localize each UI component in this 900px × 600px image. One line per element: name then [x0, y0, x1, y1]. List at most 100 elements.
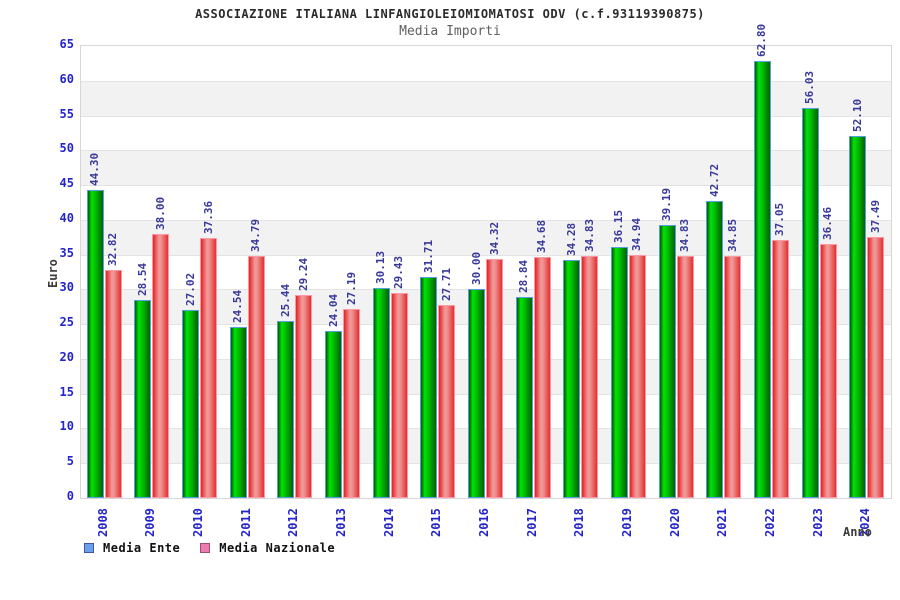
chart-title: ASSOCIAZIONE ITALIANA LINFANGIOLEIOMIOMA… — [195, 7, 705, 21]
y-tick-label: 15 — [59, 384, 74, 399]
bar-value-label-nazionale-2012: 29.24 — [296, 257, 310, 291]
y-tick-label: 30 — [59, 280, 74, 295]
bar-media-ente-2024 — [849, 135, 867, 498]
x-tick-label-2010: 2010 — [191, 508, 206, 537]
bar-value-label-nazionale-2008: 32.82 — [106, 232, 120, 266]
bar-media-ente-2016 — [468, 289, 485, 498]
x-tick-label-2008: 2008 — [95, 508, 110, 537]
bar-value-label-nazionale-2013: 27.19 — [344, 271, 358, 305]
y-tick-label: 10 — [59, 419, 74, 434]
y-tick-label: 35 — [59, 245, 74, 260]
y-tick-label: 55 — [59, 106, 74, 121]
bar-value-label-nazionale-2015: 27.71 — [439, 268, 453, 302]
grid-line — [81, 254, 891, 256]
chart-subtitle: Media Importi — [399, 24, 501, 39]
bar-value-label-nazionale-2023: 36.46 — [821, 207, 835, 241]
bar-media-nazionale-2018 — [581, 255, 599, 498]
bar-media-nazionale-2020 — [676, 255, 694, 498]
y-tick-label: 5 — [66, 454, 74, 469]
bar-value-label-ente-2023: 56.03 — [803, 71, 817, 105]
bar-value-label-ente-2011: 24.54 — [231, 290, 245, 324]
bar-media-ente-2013 — [325, 330, 343, 498]
bar-value-label-ente-2020: 39.19 — [660, 188, 674, 222]
y-axis-title: Euro — [46, 259, 60, 288]
bar-media-nazionale-2024 — [867, 237, 885, 498]
bar-value-label-ente-2022: 62.80 — [755, 24, 769, 58]
bar-value-label-ente-2019: 36.15 — [612, 209, 626, 243]
bar-media-ente-2019 — [610, 246, 628, 498]
x-tick-label-2017: 2017 — [524, 508, 539, 537]
bar-value-label-ente-2016: 30.00 — [469, 252, 483, 286]
bar-value-label-nazionale-2024: 37.49 — [868, 200, 882, 234]
bar-media-nazionale-2011 — [247, 256, 265, 498]
y-tick-label: 25 — [59, 315, 74, 330]
bar-value-label-ente-2021: 42.72 — [707, 163, 721, 197]
bar-value-label-nazionale-2019: 34.94 — [630, 217, 644, 252]
bar-media-nazionale-2008 — [104, 269, 122, 498]
bar-value-label-nazionale-2020: 34.83 — [678, 218, 692, 252]
bar-value-label-nazionale-2014: 29.43 — [392, 256, 406, 290]
bar-media-nazionale-2012 — [295, 294, 313, 498]
bar-media-nazionale-2023 — [819, 244, 837, 498]
grid-line — [81, 185, 891, 187]
legend-item-media-nazionale: Media Nazionale — [200, 541, 335, 555]
grid-line — [81, 115, 891, 117]
legend: Media Ente Media Nazionale — [84, 541, 355, 555]
bar-value-label-ente-2013: 24.04 — [326, 293, 340, 327]
x-tick-label-2022: 2022 — [762, 508, 777, 537]
plot-area: 44.30 32.82 28.54 38.00 27.02 37.36 24.54 34.79… — [80, 24, 892, 499]
x-tick-label-2011: 2011 — [238, 508, 253, 537]
y-tick-label: 60 — [59, 71, 74, 86]
grid-line — [81, 80, 891, 82]
legend-swatch-media-nazionale — [200, 543, 211, 553]
bar-media-ente-2023 — [801, 108, 819, 498]
bar-media-nazionale-2022 — [771, 240, 789, 498]
x-tick-label-2015: 2015 — [429, 508, 444, 537]
bar-media-ente-2011 — [229, 327, 247, 498]
bar-value-label-ente-2014: 30.13 — [374, 251, 388, 285]
bar-media-ente-2021 — [706, 200, 724, 498]
bar-media-nazionale-2015 — [438, 305, 456, 498]
y-tick-label: 20 — [59, 349, 74, 364]
bar-value-label-nazionale-2009: 38.00 — [153, 196, 167, 230]
bar-media-nazionale-2013 — [343, 308, 361, 498]
bar-value-label-nazionale-2021: 34.85 — [725, 218, 739, 252]
x-tick-label-2014: 2014 — [381, 508, 396, 537]
bar-value-label-ente-2024: 52.10 — [850, 98, 864, 132]
legend-item-media-ente: Media Ente — [84, 541, 180, 555]
bar-media-ente-2014 — [372, 288, 390, 498]
bar-value-label-ente-2017: 28.84 — [517, 260, 531, 294]
legend-label-media-nazionale: Media Nazionale — [219, 541, 336, 555]
bar-value-label-ente-2009: 28.54 — [135, 262, 149, 296]
x-tick-label-2019: 2019 — [619, 508, 634, 537]
bar-value-label-ente-2010: 27.02 — [183, 272, 197, 307]
y-tick-label: 40 — [59, 210, 74, 225]
x-tick-label-2013: 2013 — [334, 508, 349, 537]
bar-media-nazionale-2017 — [533, 256, 551, 498]
bar-media-ente-2008 — [86, 189, 104, 498]
bar-media-ente-2010 — [182, 310, 200, 498]
bar-value-label-ente-2018: 34.28 — [564, 222, 578, 256]
bar-value-label-nazionale-2018: 34.83 — [582, 218, 596, 252]
grid-line — [81, 150, 891, 152]
bar-media-nazionale-2019 — [628, 255, 646, 498]
bar-value-label-nazionale-2010: 37.36 — [201, 201, 215, 235]
bar-media-ente-2017 — [515, 297, 533, 498]
bar-media-ente-2012 — [277, 321, 295, 498]
bar-media-nazionale-2010 — [200, 238, 218, 498]
bar-value-label-nazionale-2017: 34.68 — [535, 219, 549, 253]
y-tick-label: 65 — [59, 37, 74, 51]
bar-value-label-nazionale-2022: 37.05 — [773, 203, 787, 237]
bar-value-label-ente-2015: 31.71 — [421, 240, 435, 274]
y-tick-label: 45 — [59, 176, 74, 191]
x-tick-label-2012: 2012 — [286, 508, 301, 537]
bar-value-label-nazionale-2016: 34.32 — [487, 222, 501, 256]
y-tick-label: 0 — [66, 489, 74, 503]
x-tick-label-2016: 2016 — [477, 508, 491, 537]
x-axis-title: Anno — [843, 525, 872, 539]
bar-media-nazionale-2016 — [486, 259, 503, 498]
bar-value-label-ente-2008: 44.30 — [88, 152, 102, 186]
bar-value-label-ente-2012: 25.44 — [278, 283, 292, 318]
x-tick-label-2023: 2023 — [810, 508, 825, 537]
bar-media-ente-2020 — [658, 225, 676, 498]
